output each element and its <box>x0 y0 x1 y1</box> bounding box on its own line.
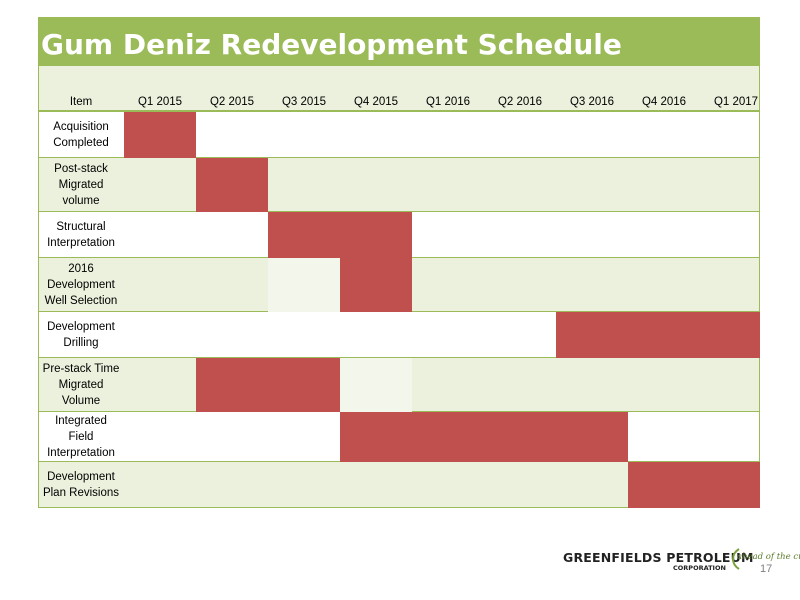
column-header-quarter: Q3 2016 <box>569 96 615 108</box>
page-number: 17 <box>760 563 773 575</box>
task-label: Pre-stack Time Migrated Volume <box>42 363 120 407</box>
column-header-item: Item <box>69 96 93 108</box>
task-bar <box>340 258 412 312</box>
slide-title: Gum Deniz Redevelopment Schedule <box>38 17 760 66</box>
task-row-background <box>38 158 760 212</box>
task-row: Acquisition Completed <box>38 112 760 158</box>
logo-tagline: ahead of the curve <box>737 552 800 562</box>
highlight-cell <box>268 258 340 312</box>
logo-company-name: GREENFIELDS PETROLEUM <box>563 550 754 565</box>
task-bar <box>628 462 760 508</box>
column-header-quarter: Q2 2015 <box>209 96 255 108</box>
task-bar <box>268 212 412 258</box>
task-label: Development Drilling <box>47 321 115 349</box>
column-header-quarter: Q3 2015 <box>281 96 327 108</box>
schedule-table: Item Q1 2015 Q2 2015 Q3 2015 Q4 2015 Q1 2016 Q… <box>38 66 760 508</box>
task-label: Structural Interpretation <box>47 221 115 249</box>
company-logo: GREENFIELDS PETROLEUM CORPORATION ahead … <box>563 548 800 580</box>
highlight-cell <box>340 358 412 412</box>
task-label: Development Plan Revisions <box>42 471 120 499</box>
task-bar <box>556 312 760 358</box>
task-row: Development Drilling <box>38 312 760 358</box>
task-label: 2016 Development Well Selection <box>44 263 118 307</box>
column-header-quarter: Q1 2017 <box>713 96 759 108</box>
column-header-quarter: Q4 2015 <box>353 96 399 108</box>
logo-swoosh-icon <box>732 548 740 570</box>
task-bar <box>340 412 628 462</box>
task-row: Structural Interpretation <box>38 212 760 258</box>
column-header-quarter: Q1 2016 <box>425 96 471 108</box>
task-row: Pre-stack Time Migrated Volume <box>38 358 760 412</box>
column-header-quarter: Q4 2016 <box>641 96 687 108</box>
task-bar <box>124 112 196 158</box>
task-bar <box>196 158 268 212</box>
column-header-quarter: Q2 2016 <box>497 96 543 108</box>
task-label: Acquisition Completed <box>53 121 109 149</box>
task-label: Integrated Field Interpretation <box>47 415 115 459</box>
task-label: Post-stack Migrated volume <box>54 163 108 207</box>
task-row: 2016 Development Well Selection <box>38 258 760 312</box>
schedule-header-row: Item Q1 2015 Q2 2015 Q3 2015 Q4 2015 Q1 2016 Q… <box>38 66 760 112</box>
task-row: Development Plan Revisions <box>38 462 760 508</box>
logo-subtitle: CORPORATION <box>673 564 726 572</box>
task-row: Post-stack Migrated volume <box>38 158 760 212</box>
task-bar <box>196 358 340 412</box>
column-header-quarter: Q1 2015 <box>137 96 183 108</box>
header-background <box>38 66 760 112</box>
task-row: Integrated Field Interpretation <box>38 412 760 462</box>
